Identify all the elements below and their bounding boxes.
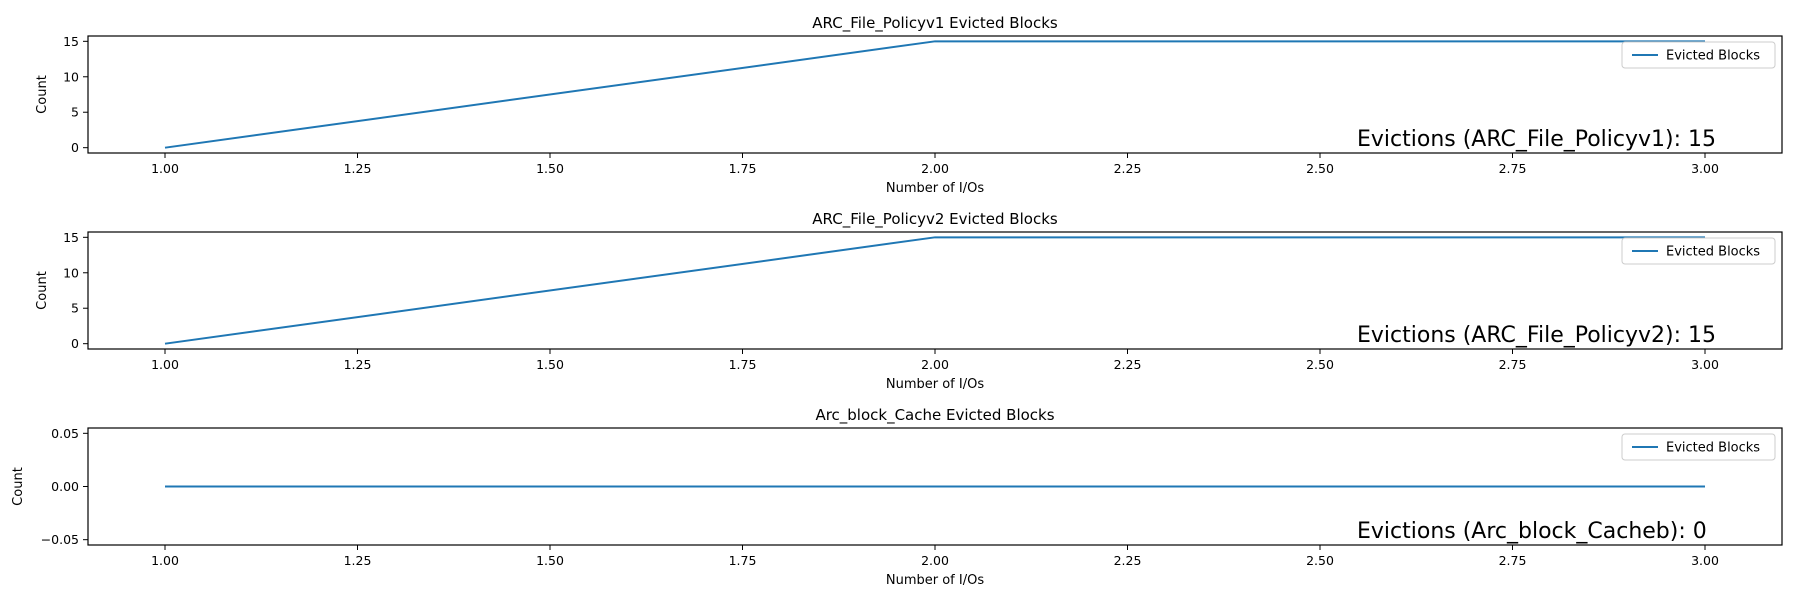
x-tick-label: 1.75: [729, 357, 757, 372]
y-tick-label: 5: [71, 105, 79, 120]
x-tick-label: 3.00: [1691, 357, 1719, 372]
subplot-2: ARC_File_Policyv2 Evicted Blocks 1.00 1.25…: [35, 210, 1783, 392]
x-tick-label: 2.00: [921, 357, 949, 372]
y-axis-label: Count: [11, 467, 26, 506]
chart-title: Arc_block_Cache Evicted Blocks: [815, 406, 1054, 425]
y-tick-label: 15: [63, 230, 79, 245]
x-tick-label: 2.75: [1499, 357, 1527, 372]
x-tick-label: 2.25: [1114, 357, 1142, 372]
x-tick-label: 2.00: [921, 553, 949, 568]
x-tick-label: 2.75: [1499, 161, 1527, 176]
y-tick-label: 0.00: [51, 479, 79, 494]
y-tick-label: 10: [63, 69, 79, 84]
x-tick-label: 1.00: [151, 161, 179, 176]
y-tick-label: 5: [71, 301, 79, 316]
legend-box: [1621, 237, 1776, 265]
x-tick-label: 1.75: [729, 161, 757, 176]
legend-label: Evicted Blocks: [1666, 441, 1760, 456]
x-tick-label: 2.75: [1499, 553, 1527, 568]
x-tick-label: 1.75: [729, 553, 757, 568]
evictions-annotation: Evictions (Arc_block_Cacheb): 0: [1357, 519, 1707, 544]
x-tick-label: 3.00: [1691, 553, 1719, 568]
x-tick-label: 2.50: [1306, 553, 1334, 568]
y-axis-label: Count: [35, 271, 50, 310]
x-axis-label: Number of I/Os: [886, 573, 984, 588]
y-axis-label: Count: [35, 75, 50, 114]
x-tick-label: 1.00: [151, 553, 179, 568]
x-tick-label: 1.25: [344, 553, 372, 568]
legend-box: [1621, 433, 1776, 461]
x-axis-label: Number of I/Os: [886, 181, 984, 196]
legend: Evicted Blocks: [1621, 237, 1776, 265]
chart-title: ARC_File_Policyv1 Evicted Blocks: [812, 14, 1058, 33]
legend: Evicted Blocks: [1621, 433, 1776, 461]
legend: Evicted Blocks: [1621, 41, 1776, 69]
y-tick-label: 15: [63, 34, 79, 49]
x-tick-label: 2.25: [1114, 553, 1142, 568]
evictions-annotation: Evictions (ARC_File_Policyv1): 15: [1357, 127, 1716, 152]
x-tick-label: 2.50: [1306, 161, 1334, 176]
x-tick-label: 3.00: [1691, 161, 1719, 176]
x-axis-label: Number of I/Os: [886, 377, 984, 392]
x-tick-label: 2.00: [921, 161, 949, 176]
legend-label: Evicted Blocks: [1666, 49, 1760, 64]
x-tick-label: 1.50: [536, 553, 564, 568]
y-tick-label: 10: [63, 265, 79, 280]
x-tick-label: 2.25: [1114, 161, 1142, 176]
subplot-1: ARC_File_Policyv1 Evicted Blocks 1.00 1.25…: [35, 14, 1783, 196]
x-tick-label: 1.25: [344, 161, 372, 176]
chart-title: ARC_File_Policyv2 Evicted Blocks: [812, 210, 1058, 229]
y-tick-label: 0: [71, 140, 79, 155]
subplot-3: Arc_block_Cache Evicted Blocks 1.00 1.25 1.…: [11, 406, 1783, 588]
y-tick-label: 0: [71, 336, 79, 351]
x-tick-label: 2.50: [1306, 357, 1334, 372]
x-tick-label: 1.50: [536, 357, 564, 372]
x-tick-label: 1.00: [151, 357, 179, 372]
y-tick-label: 0.05: [51, 426, 79, 441]
legend-label: Evicted Blocks: [1666, 245, 1760, 260]
y-tick-label: −0.05: [41, 532, 79, 547]
legend-box: [1621, 41, 1776, 69]
evictions-annotation: Evictions (ARC_File_Policyv2): 15: [1357, 323, 1716, 348]
x-tick-label: 1.50: [536, 161, 564, 176]
x-tick-label: 1.25: [344, 357, 372, 372]
